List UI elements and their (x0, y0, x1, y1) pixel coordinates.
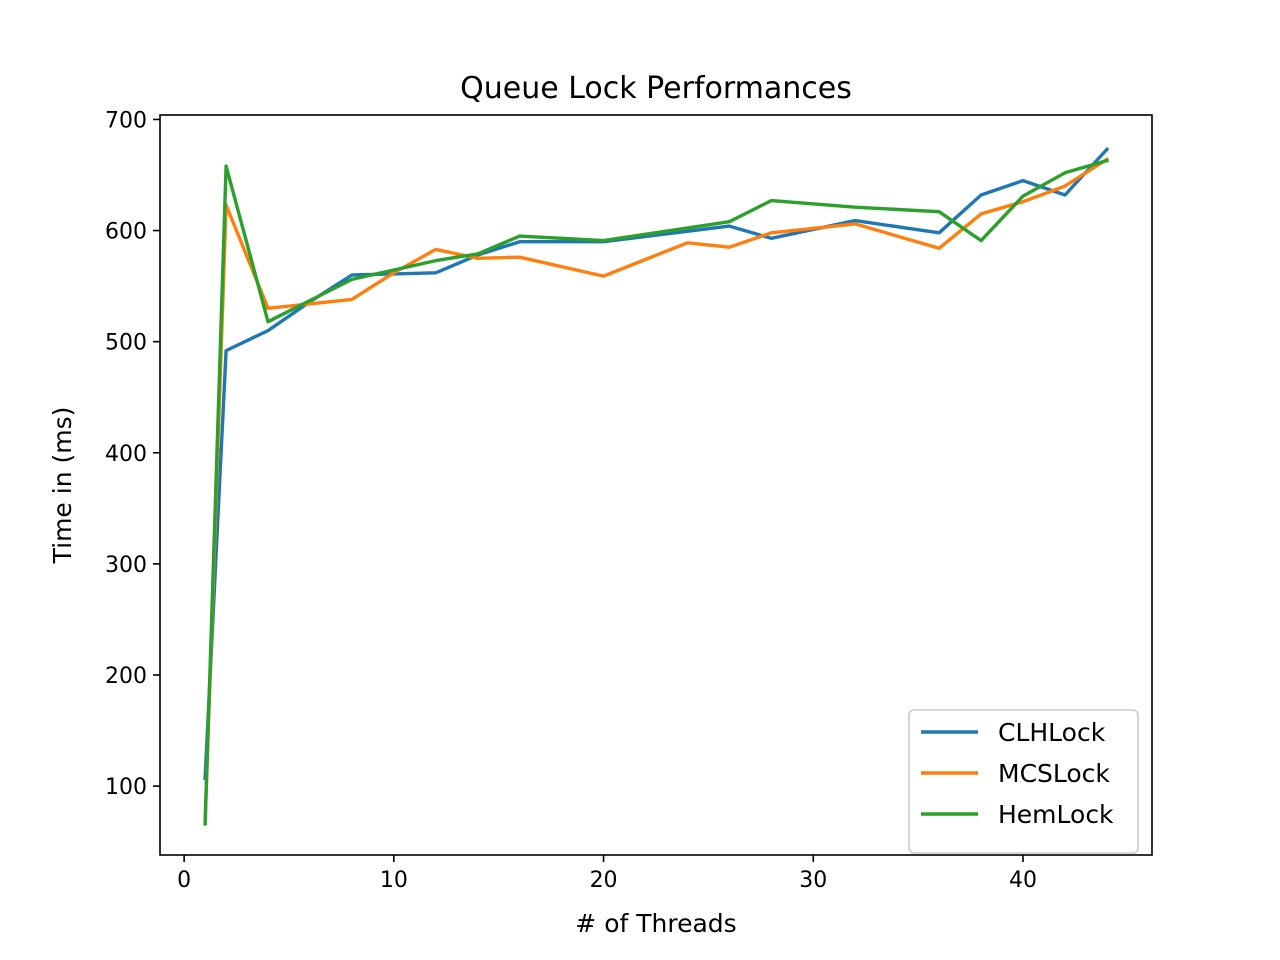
axis-ticks: 0 10 20 30 40 100 200 300 400 500 600 700 (105, 108, 1037, 893)
legend-label-clhlock: CLHLock (998, 718, 1106, 747)
series-line-hemlock (203, 158, 1110, 826)
x-tick-label: 20 (590, 868, 618, 893)
legend-label-hemlock: HemLock (998, 800, 1114, 829)
y-tick-label: 200 (105, 664, 147, 689)
legend: CLHLock MCSLock HemLock (908, 709, 1139, 854)
chart-title: Queue Lock Performances (460, 71, 852, 106)
legend-label-mcslock: MCSLock (998, 759, 1110, 788)
x-tick-label: 40 (1009, 868, 1037, 893)
y-axis-label: Time in (ms) (48, 407, 77, 565)
x-axis-label: # of Threads (575, 909, 736, 938)
y-tick-label: 300 (105, 553, 147, 578)
series-line-clhlock (203, 146, 1110, 781)
y-tick-label: 700 (105, 108, 147, 133)
series-layer (203, 146, 1110, 826)
legend-box (908, 709, 1139, 854)
y-tick-label: 400 (105, 442, 147, 467)
x-tick-label: 30 (799, 868, 827, 893)
x-tick-label: 10 (380, 868, 408, 893)
y-tick-label: 100 (105, 775, 147, 800)
series-line-mcslock (203, 157, 1110, 825)
y-tick-label: 500 (105, 331, 147, 356)
plot-frame (159, 114, 1153, 856)
y-tick-label: 600 (105, 220, 147, 245)
x-tick-label: 0 (177, 868, 191, 893)
